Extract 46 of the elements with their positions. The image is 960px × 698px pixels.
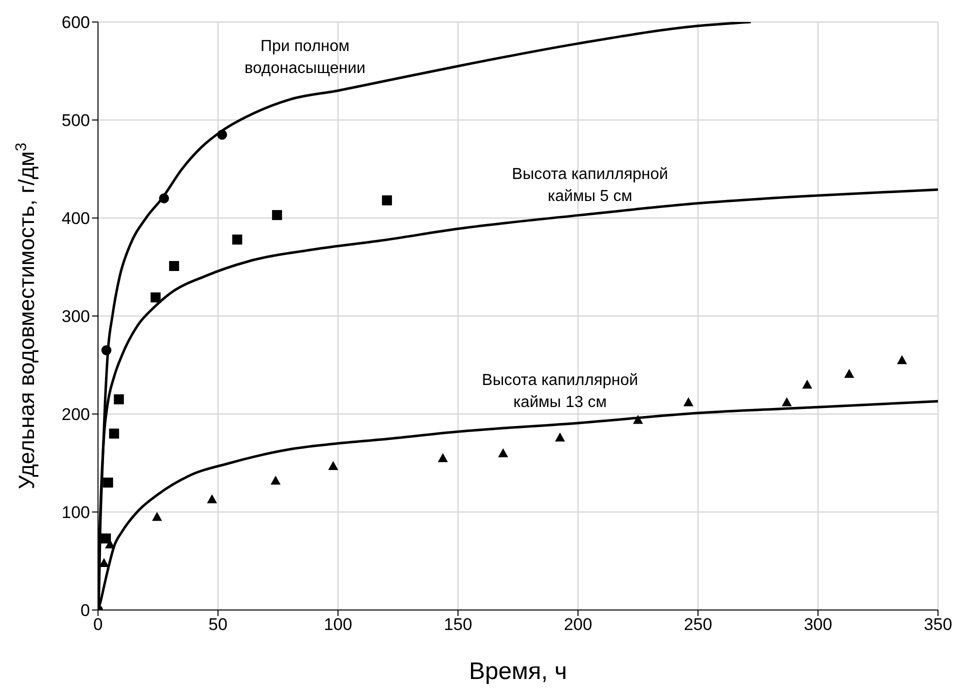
x-tick-label: 100 bbox=[324, 615, 352, 634]
point bbox=[498, 448, 508, 458]
point bbox=[270, 476, 281, 485]
point bbox=[328, 460, 338, 470]
point bbox=[217, 130, 228, 140]
point bbox=[103, 478, 114, 488]
point bbox=[802, 380, 812, 389]
point bbox=[897, 355, 907, 364]
x-tick-label: 300 bbox=[804, 615, 832, 634]
point bbox=[101, 345, 112, 356]
point bbox=[159, 193, 169, 204]
y-tick-label: 500 bbox=[62, 111, 90, 130]
y-tick-label: 300 bbox=[62, 307, 90, 326]
x-tick-label: 150 bbox=[444, 615, 472, 634]
point bbox=[100, 533, 111, 544]
point bbox=[782, 397, 792, 406]
point bbox=[207, 494, 217, 504]
point bbox=[152, 512, 162, 521]
y-tick-label: 0 bbox=[80, 601, 90, 620]
annotation: Высота капиллярной каймы 5 см bbox=[512, 165, 668, 207]
point bbox=[438, 453, 448, 462]
x-axis-title: Время, ч bbox=[468, 658, 568, 686]
point bbox=[232, 234, 242, 245]
x-tick-label: 0 bbox=[93, 615, 103, 634]
annotation: При полном водонасыщении bbox=[244, 37, 366, 79]
x-tick-label: 350 bbox=[924, 615, 952, 634]
y-tick-label: 100 bbox=[62, 503, 90, 522]
point bbox=[272, 210, 282, 220]
point bbox=[844, 368, 854, 378]
point bbox=[382, 195, 392, 206]
y-tick-label: 200 bbox=[62, 405, 90, 424]
point bbox=[99, 558, 109, 567]
point bbox=[169, 261, 180, 272]
point bbox=[114, 394, 124, 404]
x-tick-label: 50 bbox=[208, 615, 228, 634]
point bbox=[683, 397, 694, 406]
point bbox=[633, 414, 643, 424]
annotation: Высота капиллярной каймы 13 см bbox=[482, 371, 638, 413]
point bbox=[109, 428, 120, 439]
x-tick-label: 250 bbox=[684, 615, 712, 634]
y-tick-label: 600 bbox=[62, 13, 90, 32]
point bbox=[555, 432, 565, 442]
point bbox=[150, 292, 161, 302]
y-tick-label: 400 bbox=[62, 209, 90, 228]
point bbox=[105, 539, 115, 548]
x-tick-label: 200 bbox=[564, 615, 592, 634]
